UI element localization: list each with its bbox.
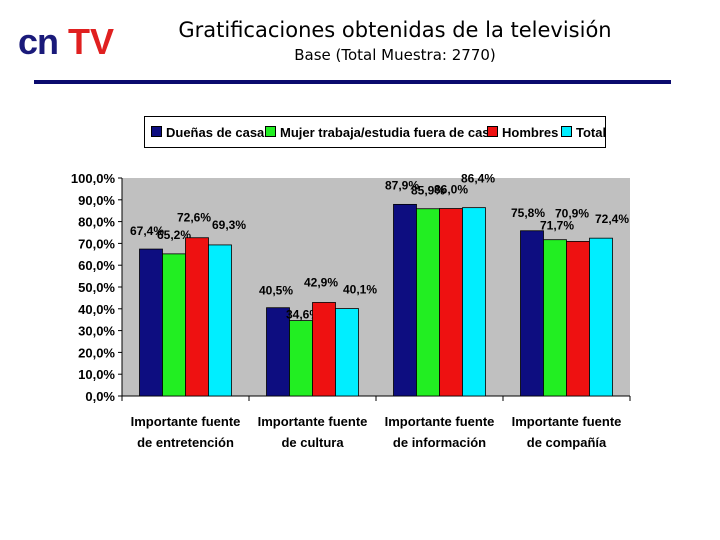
page-title: Gratificaciones obtenidas de la televisi… [178, 18, 612, 42]
legend-swatch [151, 126, 162, 137]
bar [185, 237, 209, 397]
y-tick-label: 90,0% [78, 193, 115, 208]
bar [543, 239, 567, 397]
y-tick-label: 10,0% [78, 367, 115, 382]
data-label: 71,7% [540, 219, 574, 233]
bar [520, 230, 544, 397]
bar [589, 237, 613, 397]
data-label: 42,9% [304, 275, 338, 289]
data-label: 75,8% [511, 206, 545, 220]
data-label: 65,2% [157, 228, 191, 242]
data-label: 40,1% [343, 283, 377, 297]
bar [393, 203, 417, 397]
data-label: 87,9% [385, 178, 419, 192]
page-subtitle: Base (Total Muestra: 2770) [294, 46, 496, 64]
y-tick-label: 50,0% [78, 280, 115, 295]
x-category-label: de entretención [137, 435, 234, 450]
bar [162, 253, 186, 397]
bar [312, 302, 336, 397]
bar [439, 208, 463, 397]
x-category-label: Importante fuente [512, 414, 622, 429]
legend-item: Mujer trabaja/estudia fuera de casa [265, 125, 497, 140]
x-category-label: de información [393, 435, 486, 450]
bar [462, 207, 486, 397]
legend-label: Hombres [502, 125, 559, 140]
x-category-label: Importante fuente [385, 414, 495, 429]
bar [566, 241, 590, 397]
legend-label: Total [576, 125, 607, 140]
y-tick-label: 0,0% [85, 389, 115, 404]
x-category-label: Importante fuente [131, 414, 241, 429]
header-divider [34, 80, 671, 84]
data-label: 67,4% [130, 224, 164, 238]
data-label: 72,6% [177, 211, 211, 225]
y-tick-label: 80,0% [78, 215, 115, 230]
data-label: 69,3% [212, 218, 246, 232]
data-label: 70,9% [555, 206, 589, 220]
data-label: 40,5% [259, 284, 293, 298]
bar [335, 308, 359, 397]
x-category-label: de compañía [527, 435, 607, 450]
legend-item: Hombres [487, 125, 558, 140]
bar [416, 208, 440, 397]
y-tick-label: 70,0% [78, 236, 115, 251]
data-label: 72,4% [595, 212, 629, 226]
x-category-label: Importante fuente [258, 414, 368, 429]
legend-swatch [561, 126, 572, 137]
legend-swatch [265, 126, 276, 137]
legend-item: Total [561, 125, 606, 140]
x-category-label: de cultura [281, 435, 344, 450]
svg-text:cn: cn [18, 22, 58, 62]
legend-label: Mujer trabaja/estudia fuera de casa [280, 125, 497, 140]
bar [289, 320, 313, 397]
y-tick-label: 60,0% [78, 258, 115, 273]
legend-label: Dueñas de casa [166, 125, 265, 140]
y-tick-label: 100,0% [71, 171, 116, 186]
y-tick-label: 40,0% [78, 302, 115, 317]
data-label: 34,6% [286, 308, 320, 322]
y-tick-label: 30,0% [78, 324, 115, 339]
y-tick-label: 20,0% [78, 345, 115, 360]
bar [139, 248, 163, 397]
data-label: 85,9% [411, 184, 445, 198]
data-label: 86,0% [434, 183, 468, 197]
svg-text:TV: TV [68, 22, 114, 62]
legend-swatch [487, 126, 498, 137]
chart-legend: Dueñas de casa Mujer trabaja/estudia fue… [144, 116, 606, 148]
bar [208, 244, 232, 397]
cntv-logo: cn TV [18, 21, 128, 66]
legend-item: Dueñas de casa [151, 125, 264, 140]
data-label: 86,4% [461, 172, 495, 186]
